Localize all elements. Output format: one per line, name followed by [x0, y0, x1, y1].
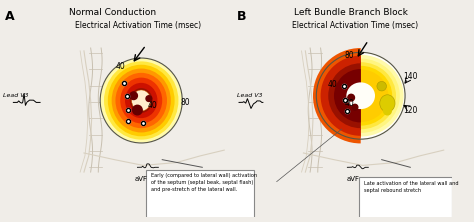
Ellipse shape — [321, 59, 400, 133]
Ellipse shape — [120, 78, 162, 123]
Ellipse shape — [377, 81, 386, 91]
Text: aVF: aVF — [346, 176, 360, 182]
Ellipse shape — [346, 82, 375, 109]
Text: B: B — [237, 10, 246, 23]
Text: Electrical Activation Time (msec): Electrical Activation Time (msec) — [292, 21, 418, 30]
Text: Late activation of the lateral wall and
septal rebound stretch: Late activation of the lateral wall and … — [364, 181, 458, 193]
Wedge shape — [320, 56, 361, 136]
Circle shape — [352, 104, 358, 110]
Text: 80: 80 — [345, 51, 354, 60]
Text: 40: 40 — [148, 101, 157, 110]
Text: Electrical Activation Time (msec): Electrical Activation Time (msec) — [75, 21, 201, 30]
Circle shape — [133, 105, 142, 115]
Ellipse shape — [100, 59, 182, 143]
Text: Lead V3: Lead V3 — [3, 93, 28, 98]
Circle shape — [383, 107, 391, 115]
Ellipse shape — [108, 65, 174, 136]
Ellipse shape — [132, 90, 151, 111]
Ellipse shape — [116, 73, 167, 128]
Text: aVF: aVF — [135, 176, 148, 182]
Text: 40: 40 — [345, 99, 354, 108]
Circle shape — [348, 94, 355, 101]
Wedge shape — [334, 69, 361, 123]
Ellipse shape — [329, 66, 392, 126]
Text: Left Bundle Branch Block: Left Bundle Branch Block — [294, 8, 408, 17]
Ellipse shape — [380, 95, 395, 112]
Ellipse shape — [125, 83, 157, 118]
Text: A: A — [5, 10, 14, 23]
Circle shape — [146, 96, 152, 101]
Ellipse shape — [112, 69, 171, 133]
Ellipse shape — [325, 62, 396, 129]
Wedge shape — [326, 61, 361, 130]
Text: 80: 80 — [180, 98, 190, 107]
Text: 40: 40 — [327, 80, 337, 89]
Circle shape — [130, 92, 137, 99]
Ellipse shape — [317, 53, 405, 139]
Text: 140: 140 — [403, 72, 418, 81]
FancyBboxPatch shape — [146, 170, 254, 218]
Ellipse shape — [318, 55, 404, 137]
Ellipse shape — [333, 69, 388, 122]
Text: 120: 120 — [403, 105, 418, 115]
Ellipse shape — [130, 88, 153, 113]
Text: Early (compared to lateral wall) activation
of the septum (septal beak, septal f: Early (compared to lateral wall) activat… — [151, 173, 257, 192]
Text: Normal Conduction: Normal Conduction — [69, 8, 156, 17]
Text: 40: 40 — [115, 62, 125, 71]
Wedge shape — [313, 48, 361, 143]
Ellipse shape — [104, 61, 178, 140]
FancyBboxPatch shape — [359, 177, 452, 218]
Text: Lead V3: Lead V3 — [237, 93, 262, 98]
Wedge shape — [319, 54, 361, 138]
